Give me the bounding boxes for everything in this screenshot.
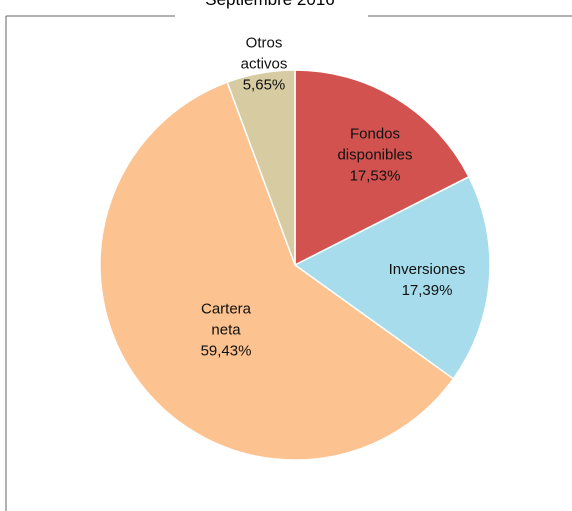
slice-label: Fondos disponibles 17,53% [320, 124, 430, 187]
slice-label: Cartera neta 59,43% [191, 299, 261, 362]
value-label: 5,65% [242, 76, 286, 94]
pie-slice [226, 69, 296, 266]
slice-label: Otros activos 5,65% [229, 33, 299, 96]
chart-title: Septiembre 2016 [205, 0, 334, 10]
category-label: Cartera neta [200, 300, 252, 339]
pie-slice [294, 69, 470, 267]
pie-slice [293, 175, 491, 380]
pie-slice [99, 81, 455, 461]
category-label: Otros activos [240, 34, 288, 73]
category-label: Fondos disponibles [337, 125, 413, 164]
value-label: 17,53% [349, 167, 401, 185]
value-label: 59,43% [200, 342, 252, 360]
category-label: Inversiones [388, 261, 466, 278]
slice-label: Inversiones 17,39% [367, 259, 487, 301]
value-label: 17,39% [401, 282, 453, 299]
